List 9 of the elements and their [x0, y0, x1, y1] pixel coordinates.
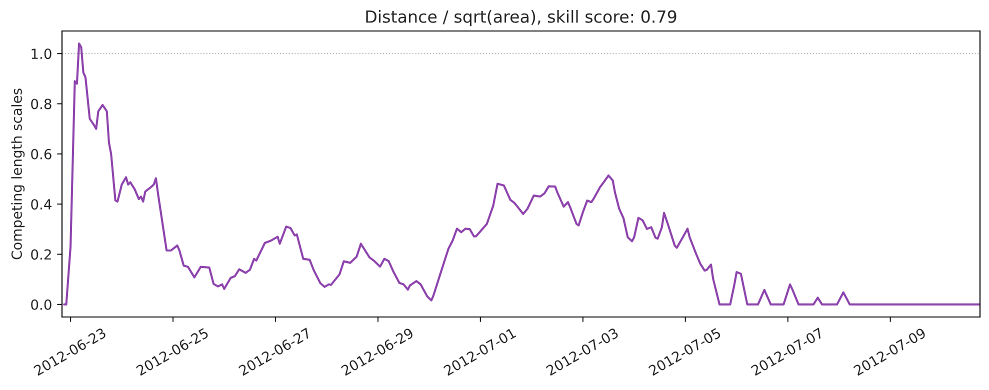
line-series	[63, 42, 980, 306]
y-tick-label: 0.6	[31, 148, 52, 160]
y-tick-label: 0.4	[31, 199, 52, 210]
y-tick-label: 1.0	[32, 48, 52, 60]
y-axis-title: Competing length scales	[11, 88, 25, 260]
chart-title: Distance / sqrt(area), skill score: 0.79	[366, 10, 676, 26]
y-tick-label: 0.0	[31, 299, 52, 310]
y-tick-label: 0.2	[31, 249, 51, 260]
y-tick-label: 0.8	[31, 98, 52, 110]
